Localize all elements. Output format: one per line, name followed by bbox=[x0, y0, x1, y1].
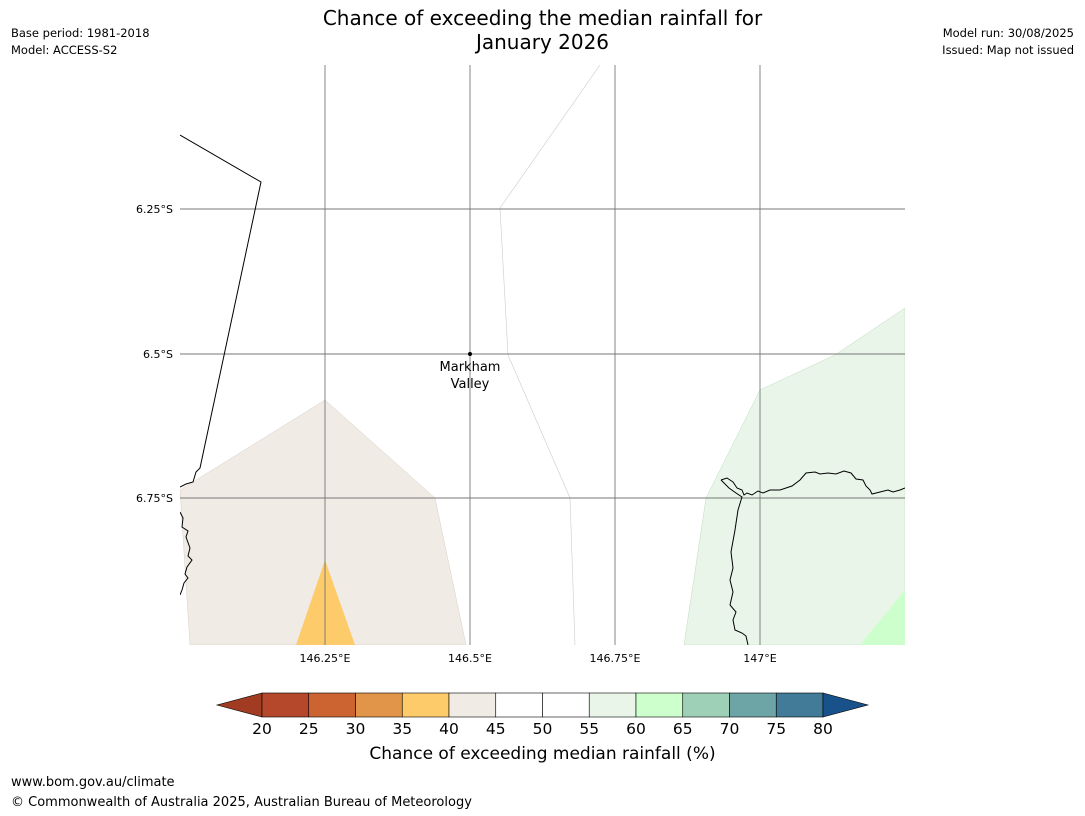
colorbar-tick-label: 30 bbox=[346, 720, 366, 738]
coastline-west bbox=[180, 511, 193, 596]
markham-valley-marker bbox=[468, 352, 472, 356]
colorbar-segment bbox=[542, 692, 590, 718]
colorbar-segment bbox=[635, 692, 684, 718]
colorbar-extend-high bbox=[822, 692, 870, 718]
colorbar-segment bbox=[261, 692, 310, 718]
colorbar-tick-label: 35 bbox=[392, 720, 412, 738]
region-35-40 bbox=[296, 560, 355, 645]
footer-copyright: © Commonwealth of Australia 2025, Austra… bbox=[11, 795, 472, 810]
title-line-1: Chance of exceeding the median rainfall … bbox=[322, 6, 763, 30]
colorbar-tick-label: 60 bbox=[626, 720, 646, 738]
region-40-45 bbox=[180, 399, 467, 645]
place-label-line-2: Valley bbox=[451, 377, 490, 392]
colorbar-segment bbox=[588, 692, 637, 718]
region-60-65 bbox=[860, 590, 905, 645]
colorbar-segment bbox=[495, 692, 543, 718]
colorbar-tick-label: 75 bbox=[766, 720, 786, 738]
issued-text: Issued: Map not issued bbox=[942, 43, 1074, 57]
colorbar-tick-label: 65 bbox=[673, 720, 693, 738]
meta-left: Base period: 1981-2018 Model: ACCESS-S2 bbox=[11, 25, 150, 59]
colorbar-tick-label: 55 bbox=[579, 720, 599, 738]
base-period-text: Base period: 1981-2018 bbox=[11, 26, 150, 40]
colorbar-segment bbox=[775, 692, 824, 718]
lon-label: 146.5°E bbox=[448, 652, 492, 665]
colorbar-segment bbox=[729, 692, 777, 718]
colorbar-tick-label: 20 bbox=[252, 720, 272, 738]
model-text: Model: ACCESS-S2 bbox=[11, 43, 118, 57]
colorbar-tick-label: 45 bbox=[486, 720, 506, 738]
map-area: Markham Valley bbox=[180, 65, 905, 645]
title-line-2: January 2026 bbox=[475, 30, 610, 54]
colorbar-segment bbox=[355, 692, 403, 718]
coastline-east bbox=[720, 470, 905, 496]
lat-label: 6.75°S bbox=[136, 492, 173, 505]
colorbar-segment bbox=[401, 692, 450, 718]
colorbar-tick-label: 40 bbox=[439, 720, 459, 738]
place-label-line-1: Markham bbox=[440, 360, 501, 375]
colorbar: 20 25 30 35 40 45 50 55 60 65 70 75 80 bbox=[215, 692, 870, 738]
lon-label: 146.25°E bbox=[300, 652, 351, 665]
colorbar-tick-label: 80 bbox=[813, 720, 833, 738]
coastline-river bbox=[720, 479, 749, 645]
colorbar-label: Chance of exceeding median rainfall (%) bbox=[369, 744, 716, 764]
colorbar-segment bbox=[682, 692, 730, 718]
colorbar-tick-label: 25 bbox=[299, 720, 319, 738]
colorbar-segment bbox=[308, 692, 356, 718]
colorbar-segment bbox=[448, 692, 497, 718]
colorbar-tick-label: 50 bbox=[533, 720, 553, 738]
lat-label: 6.5°S bbox=[143, 348, 173, 361]
colorbar-extend-low bbox=[215, 692, 263, 718]
colorbar-tick-label: 70 bbox=[720, 720, 740, 738]
border-line bbox=[180, 134, 262, 488]
contour-line bbox=[499, 65, 601, 645]
model-run-text: Model run: 30/08/2025 bbox=[942, 26, 1074, 40]
lon-label: 146.75°E bbox=[590, 652, 641, 665]
lon-label: 147°E bbox=[743, 652, 776, 665]
map-title: Chance of exceeding the median rainfall … bbox=[0, 6, 1085, 54]
region-55-60 bbox=[683, 307, 905, 645]
footer-url: www.bom.gov.au/climate bbox=[11, 775, 175, 790]
meta-right: Model run: 30/08/2025 Issued: Map not is… bbox=[942, 25, 1074, 59]
lat-label: 6.25°S bbox=[136, 203, 173, 216]
